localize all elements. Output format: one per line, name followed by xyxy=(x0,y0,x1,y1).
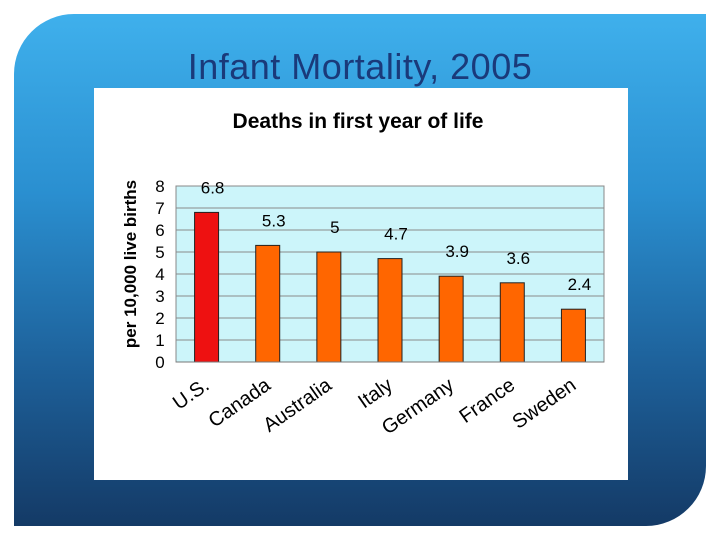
data-label: 3.6 xyxy=(506,249,530,268)
x-tick-label: France xyxy=(456,374,520,428)
data-label: 5 xyxy=(330,218,339,237)
y-tick-label: 7 xyxy=(155,199,164,218)
y-tick-label: 3 xyxy=(155,287,164,306)
x-tick-label: Sweden xyxy=(508,374,580,433)
x-tick-label: Australia xyxy=(259,374,336,437)
y-tick-label: 2 xyxy=(155,309,164,328)
y-tick-label: 5 xyxy=(155,243,164,262)
bar xyxy=(194,211,220,363)
y-tick-label: 6 xyxy=(155,221,164,240)
bar-chart: Deaths in first year of life per 10,000 … xyxy=(121,110,605,439)
slide-background: Infant Mortality, 2005 Deaths in first y… xyxy=(14,14,706,526)
x-tick-label: U.S. xyxy=(169,374,213,414)
y-tick-label: 4 xyxy=(155,265,164,284)
slide-title: Infant Mortality, 2005 xyxy=(187,46,533,87)
chart-panel: Deaths in first year of life per 10,000 … xyxy=(94,88,628,480)
y-tick-label: 1 xyxy=(155,331,164,350)
bar xyxy=(560,308,586,363)
data-label: 2.4 xyxy=(568,275,592,294)
bar xyxy=(499,282,525,363)
y-tick-label: 0 xyxy=(155,353,164,372)
bar xyxy=(377,258,403,363)
data-label: 5.3 xyxy=(262,211,286,230)
chart-title: Deaths in first year of life xyxy=(233,110,484,133)
bar xyxy=(316,251,342,363)
y-tick-label: 8 xyxy=(155,177,164,196)
data-label: 3.9 xyxy=(445,242,469,261)
bar xyxy=(438,275,464,363)
x-tick-label: Italy xyxy=(354,374,397,413)
data-label: 4.7 xyxy=(384,225,408,244)
bar xyxy=(255,244,281,363)
data-label: 6.8 xyxy=(201,178,225,197)
y-axis-label: per 10,000 live births xyxy=(121,180,140,348)
